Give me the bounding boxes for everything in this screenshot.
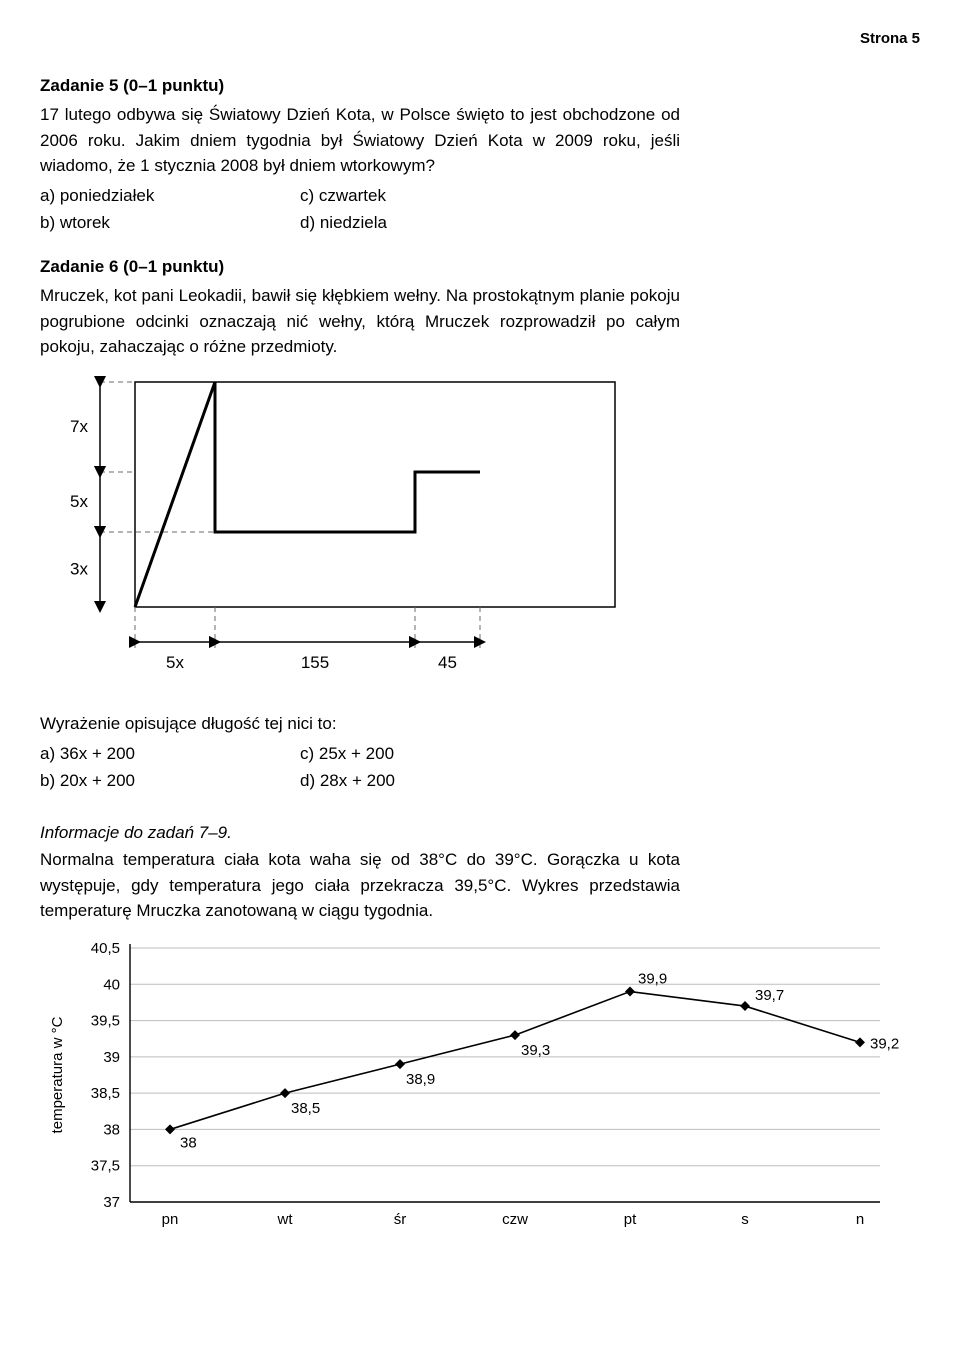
svg-text:39,5: 39,5 [91,1012,120,1029]
task6-body: Mruczek, kot pani Leokadii, bawił się kł… [40,283,680,360]
svg-text:38,5: 38,5 [91,1085,120,1102]
svg-text:40,5: 40,5 [91,940,120,957]
temperature-chart-svg: 37 37,5 38 38,5 39 39,5 40 40,5 pn wt śr czw pt s n 38 3… [40,938,900,1238]
svg-text:37: 37 [103,1194,120,1211]
svg-text:39,7: 39,7 [755,987,784,1004]
svg-text:czw: czw [502,1211,528,1228]
svg-text:45: 45 [438,653,457,672]
svg-text:155: 155 [301,653,329,672]
task5-options: a) poniedziałek c) czwartek b) wtorek d)… [40,183,560,236]
task6-option-b: b) 20x + 200 [40,768,300,794]
task6-option-a: a) 36x + 200 [40,741,300,767]
task6-option-c: c) 25x + 200 [300,741,560,767]
svg-text:wt: wt [277,1211,294,1228]
task5-heading: Zadanie 5 (0–1 punktu) [40,73,920,99]
svg-text:5x: 5x [70,492,88,511]
task5-option-a: a) poniedziałek [40,183,300,209]
svg-text:38: 38 [103,1121,120,1138]
svg-text:39: 39 [103,1048,120,1065]
svg-text:s: s [741,1211,749,1228]
room-diagram-svg: 7x 5x 3x 5x 155 45 [40,372,660,682]
svg-text:5x: 5x [166,653,184,672]
task6-heading: Zadanie 6 (0–1 punktu) [40,254,920,280]
svg-text:38,5: 38,5 [291,1100,320,1117]
page-header: Strona 5 [40,28,920,51]
svg-text:7x: 7x [70,417,88,436]
svg-text:38: 38 [180,1134,197,1151]
svg-text:38,9: 38,9 [406,1071,435,1088]
temperature-chart: 37 37,5 38 38,5 39 39,5 40 40,5 pn wt śr czw pt s n 38 3… [40,938,920,1246]
svg-text:3x: 3x [70,559,88,578]
info79-heading: Informacje do zadań 7–9. [40,820,920,846]
task6-option-d: d) 28x + 200 [300,768,560,794]
task6-options: a) 36x + 200 c) 25x + 200 b) 20x + 200 d… [40,741,560,794]
svg-text:39,3: 39,3 [521,1042,550,1059]
svg-text:37,5: 37,5 [91,1157,120,1174]
svg-text:pt: pt [624,1211,637,1228]
svg-text:39,9: 39,9 [638,970,667,987]
task5-option-c: c) czwartek [300,183,560,209]
svg-text:śr: śr [394,1211,407,1228]
svg-text:temperatura w °C: temperatura w °C [49,1016,66,1133]
task6-question: Wyrażenie opisujące długość tej nici to: [40,711,920,737]
svg-text:n: n [856,1211,864,1228]
svg-text:pn: pn [162,1211,179,1228]
task5-option-b: b) wtorek [40,210,300,236]
svg-text:40: 40 [103,976,120,993]
task5-option-d: d) niedziela [300,210,560,236]
task5-body: 17 lutego odbywa się Światowy Dzień Kota… [40,102,680,179]
task6-diagram: 7x 5x 3x 5x 155 45 [40,372,920,690]
svg-text:39,2: 39,2 [870,1035,899,1052]
info79-body: Normalna temperatura ciała kota waha się… [40,847,680,924]
